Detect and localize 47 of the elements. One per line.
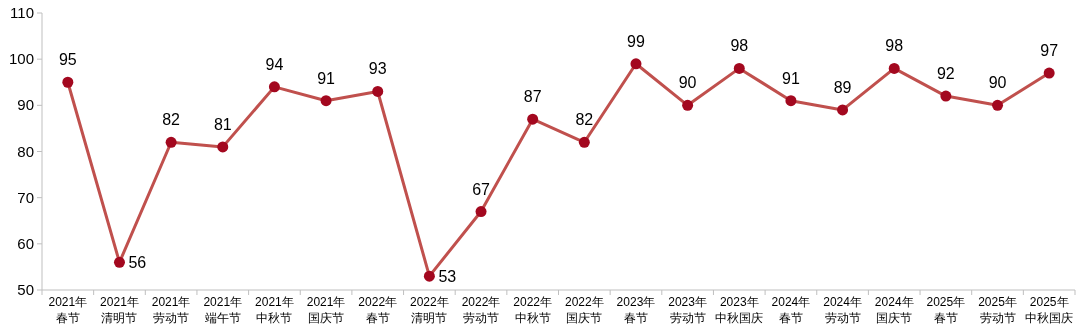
data-label: 82	[162, 111, 181, 129]
data-label: 91	[317, 69, 336, 87]
y-tick-label: 70	[17, 188, 34, 206]
x-tick-label: 2025年劳动节	[977, 294, 1018, 326]
data-label: 98	[885, 37, 904, 55]
data-label: 56	[128, 254, 147, 272]
x-tick-label: 2022年劳动节	[460, 294, 502, 326]
y-tick-label: 100	[8, 50, 34, 68]
x-tick-label: 2023年劳动节	[667, 294, 708, 326]
x-tick-label: 2023年中秋国庆	[714, 294, 765, 326]
data-label: 90	[988, 74, 1007, 92]
x-tick-label: 2025年春节	[925, 294, 967, 326]
y-tick-label: 60	[17, 234, 34, 252]
x-tick-label: 2021年清明节	[99, 294, 140, 326]
x-tick-label: 2022年中秋节	[512, 294, 553, 326]
data-label: 53	[438, 268, 457, 286]
x-tick-label: 2022年国庆节	[563, 294, 605, 326]
x-tick-label: 2025年中秋国庆	[1024, 294, 1075, 326]
data-label: 87	[523, 88, 542, 106]
data-label: 91	[782, 69, 800, 87]
data-label: 98	[730, 37, 749, 55]
y-tick-label: 90	[17, 96, 34, 114]
data-label: 99	[627, 32, 645, 50]
x-tick-label: 2024年春节	[770, 294, 812, 326]
x-tick-label: 2021年端午节	[202, 294, 244, 326]
data-label: 97	[1040, 42, 1059, 60]
data-label: 94	[265, 55, 284, 73]
data-label: 82	[575, 111, 594, 129]
y-tick-label: 80	[17, 142, 34, 160]
y-tick-label: 110	[10, 4, 34, 21]
x-tick-label: 2022年春节	[357, 294, 399, 326]
x-tick-label: 2021年中秋节	[254, 294, 295, 326]
data-label: 92	[936, 65, 955, 83]
data-label: 93	[368, 60, 387, 78]
data-label: 89	[833, 78, 852, 96]
y-tick-label: 50	[17, 281, 34, 298]
x-tick-label: 2021年劳动节	[150, 294, 192, 326]
data-label: 67	[472, 180, 491, 198]
x-tick-label: 2024年劳动节	[822, 294, 863, 326]
data-label: 95	[58, 51, 77, 69]
x-tick-label: 2022年清明节	[409, 294, 450, 326]
x-tick-label: 2023年春节	[615, 294, 657, 326]
x-tick-label: 2021年国庆节	[305, 294, 347, 326]
x-tick-label: 2021年春节	[47, 294, 89, 326]
data-label: 90	[678, 74, 697, 92]
x-tick-label: 2024年国庆节	[873, 294, 915, 326]
data-label: 81	[213, 115, 232, 133]
